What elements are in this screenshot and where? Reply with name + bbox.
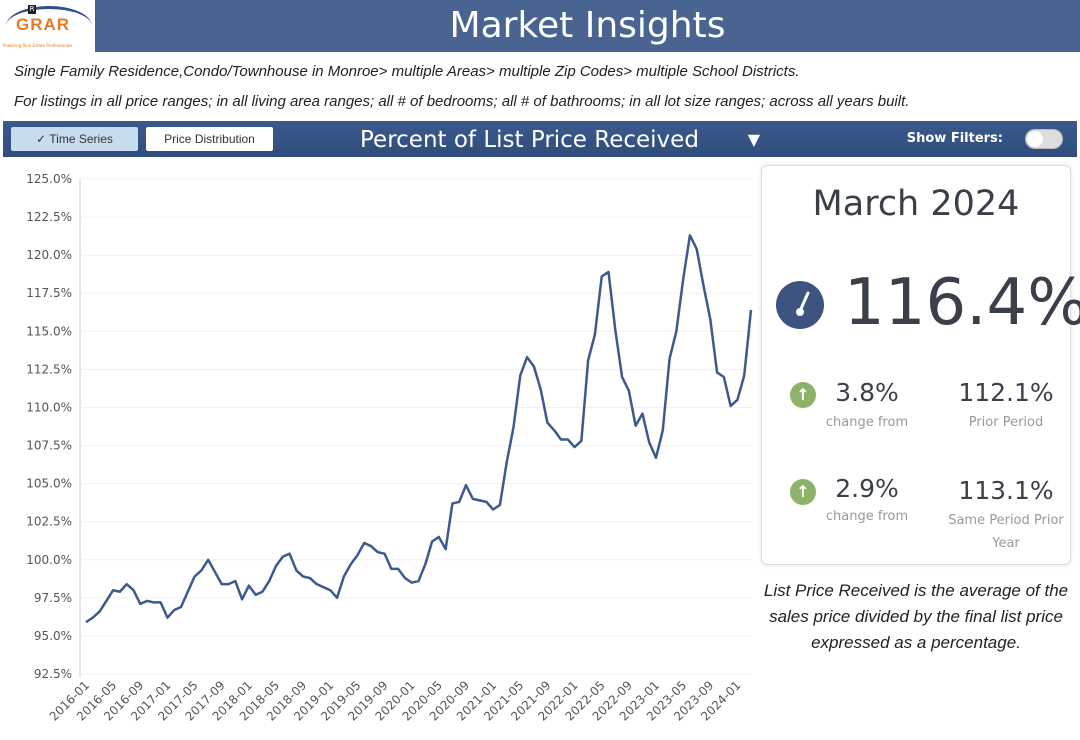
change-prior-year: 2.9%: [835, 474, 899, 503]
metric-definition: List Price Received is the average of th…: [763, 581, 1069, 652]
filters-detail: For listings in all price ranges; in all…: [14, 93, 910, 110]
y-tick-label: 105.0%: [26, 477, 72, 491]
y-tick-label: 100.0%: [26, 553, 72, 567]
grar-logo: R GRAR Powering Real Estate Professional…: [2, 2, 94, 50]
y-tick-label: 120.0%: [26, 248, 72, 262]
filters-summary: Single Family Residence,Condo/Townhouse …: [14, 63, 800, 80]
realtor-icon: R: [28, 5, 36, 14]
prior-year-value: 113.1%: [958, 476, 1054, 505]
change-label: change from: [825, 415, 909, 430]
y-tick-label: 112.5%: [26, 362, 72, 376]
page-title: Market Insights: [95, 0, 1080, 52]
y-tick-label: 122.5%: [26, 210, 72, 224]
change-prior-period: 3.8%: [835, 378, 899, 407]
y-tick-label: 117.5%: [26, 286, 72, 300]
metric-dropdown[interactable]: Percent of List Price Received ▼: [360, 125, 760, 155]
y-tick-label: 92.5%: [34, 667, 72, 681]
summary-card: March 2024 116.4% ↑ 3.8% change from 112…: [761, 165, 1080, 565]
y-tick-label: 107.5%: [26, 439, 72, 453]
logo-text: GRAR: [16, 15, 71, 34]
arrow-up-icon: ↑: [790, 382, 816, 408]
toolbar: ✓ Time Series Price Distribution Percent…: [3, 121, 1077, 157]
line-chart: 92.5% 95.0% 97.5% 100.0% 102.5% 105.0% 107.5% 1…: [26, 172, 753, 724]
y-tick-label: 115.0%: [26, 324, 72, 338]
y-tick-label: 95.0%: [34, 629, 72, 643]
metric-label: Percent of List Price Received: [360, 127, 699, 153]
prior-period-label: Prior Period: [968, 415, 1044, 430]
prior-year-label: Same Period Prior Year: [948, 513, 1064, 551]
gauge-icon: [776, 281, 824, 329]
current-value: 116.4%: [844, 266, 1080, 340]
check-icon: ✓: [36, 132, 50, 146]
y-tick-label: 110.0%: [26, 400, 72, 414]
time-series-label: Time Series: [49, 132, 113, 146]
y-tick-label: 125.0%: [26, 172, 72, 186]
show-filters-toggle[interactable]: [1025, 129, 1063, 149]
change-label: change from: [825, 509, 909, 524]
prior-period-value: 112.1%: [958, 378, 1054, 407]
period-title: March 2024: [812, 184, 1020, 224]
time-series-button[interactable]: ✓ Time Series: [11, 127, 138, 151]
y-tick-label: 97.5%: [34, 591, 72, 605]
logo-arc: [6, 6, 92, 46]
caret-down-icon: ▼: [747, 130, 760, 149]
arrow-up-icon: ↑: [790, 479, 816, 505]
y-tick-label: 102.5%: [26, 515, 72, 529]
price-distribution-button[interactable]: Price Distribution: [146, 127, 273, 151]
show-filters-label: Show Filters:: [906, 131, 1003, 146]
logo-tagline: Powering Real Estate Professionals: [3, 43, 73, 48]
